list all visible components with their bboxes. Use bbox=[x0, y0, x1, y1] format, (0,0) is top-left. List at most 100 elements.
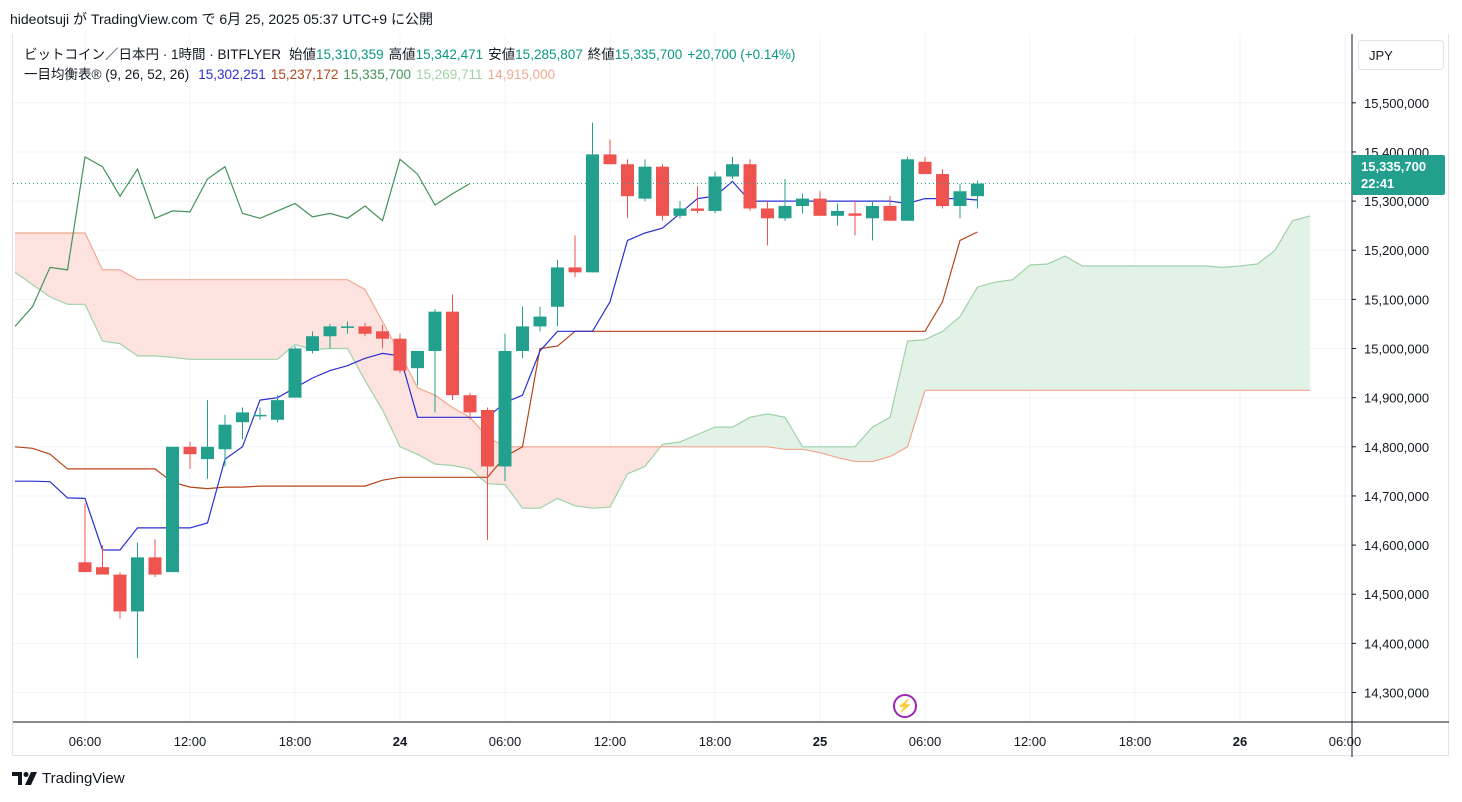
candle-up bbox=[428, 311, 442, 351]
candle-up bbox=[866, 206, 879, 219]
publish-date: 6月 25, 2025 05:37 UTC+9 bbox=[219, 11, 388, 27]
candle-up bbox=[323, 326, 337, 337]
bar-countdown: 22:41 bbox=[1361, 176, 1395, 191]
cloud-bullish bbox=[1117, 265, 1135, 391]
cloud-bullish bbox=[697, 427, 715, 447]
price-tick-label: 15,100,000 bbox=[1364, 292, 1429, 307]
candlesticks bbox=[78, 122, 984, 659]
price-tick-label: 14,700,000 bbox=[1364, 489, 1429, 504]
time-tick-label: 06:00 bbox=[909, 734, 942, 749]
open-value: 15,310,359 bbox=[316, 47, 384, 62]
symbol-name[interactable]: ビットコイン／日本円 · 1時間 · BITFLYER bbox=[24, 47, 282, 62]
indicator-name[interactable]: 一目均衡表® (9, 26, 52, 26) bbox=[24, 67, 190, 82]
candle-up bbox=[288, 348, 302, 398]
high-label: 高値 bbox=[388, 47, 416, 62]
price-tick-label: 15,500,000 bbox=[1364, 96, 1429, 111]
candle-down bbox=[656, 166, 669, 216]
candle-up bbox=[778, 206, 792, 219]
cloud-bullish bbox=[837, 446, 855, 462]
candle-up bbox=[236, 412, 249, 423]
price-tick-label: 14,500,000 bbox=[1364, 587, 1429, 602]
cloud-bearish bbox=[400, 353, 418, 455]
candle-up bbox=[673, 208, 687, 216]
cloud-bullish bbox=[767, 413, 785, 450]
author-name[interactable]: hideotsuji bbox=[10, 11, 70, 27]
candle-down bbox=[743, 164, 757, 209]
cloud-bearish bbox=[417, 387, 435, 464]
cloud-bullish bbox=[1240, 263, 1258, 391]
senkou-span-b-line bbox=[15, 232, 1310, 463]
cloud-bullish bbox=[662, 441, 680, 447]
cloud-bearish bbox=[330, 279, 348, 349]
cloud-bearish bbox=[15, 233, 33, 285]
cloud-bullish bbox=[820, 446, 838, 458]
candle-down bbox=[761, 208, 774, 219]
candle-up bbox=[306, 336, 319, 351]
tenkan-value: 15,302,251 bbox=[198, 67, 266, 82]
site-name[interactable]: TradingView.com bbox=[90, 11, 198, 27]
last-price-value: 15,335,700 bbox=[1361, 159, 1427, 174]
candle-up bbox=[271, 400, 284, 420]
cloud-bullish bbox=[1012, 264, 1030, 391]
cloud-bearish bbox=[627, 446, 645, 474]
cloud-bullish bbox=[872, 417, 890, 462]
cloud-bullish bbox=[715, 427, 733, 447]
cloud-bearish bbox=[435, 395, 453, 466]
candle-down bbox=[78, 562, 92, 573]
cloud-bearish bbox=[207, 279, 225, 360]
candle-down bbox=[621, 164, 634, 197]
low-value: 15,285,807 bbox=[515, 47, 583, 62]
cloud-bullish bbox=[942, 316, 960, 391]
time-tick-label: 18:00 bbox=[279, 734, 312, 749]
price-axis: 15,500,00015,400,00015,300,00015,200,000… bbox=[1351, 34, 1429, 757]
publish-label: に公開 bbox=[390, 11, 433, 27]
cloud-bearish bbox=[557, 446, 575, 506]
candle-up bbox=[708, 176, 722, 211]
candle-up bbox=[586, 154, 599, 273]
time-tick-label: 18:00 bbox=[1119, 734, 1152, 749]
chart-frame bbox=[12, 34, 1449, 756]
currency-selector[interactable]: JPY bbox=[1358, 40, 1444, 70]
high-value: 15,342,471 bbox=[415, 47, 484, 62]
price-tick-label: 14,400,000 bbox=[1364, 636, 1429, 651]
lightning-icon[interactable]: ⚡ bbox=[893, 694, 917, 718]
price-tick-label: 14,300,000 bbox=[1364, 686, 1429, 701]
cloud-bullish bbox=[1170, 265, 1188, 391]
tenkan-sen-line bbox=[15, 180, 978, 551]
tradingview-brand[interactable]: TradingView bbox=[12, 770, 125, 787]
time-tick-label: 12:00 bbox=[1014, 734, 1047, 749]
chikou-value: 15,335,700 bbox=[343, 67, 411, 82]
candle-up bbox=[498, 350, 512, 467]
candle-down bbox=[936, 174, 949, 206]
last-price-badge: 15,335,700 22:41 bbox=[1352, 155, 1445, 195]
symbol-legend-row: ビットコイン／日本円 · 1時間 · BITFLYER 始値15,310,359 高… bbox=[24, 45, 800, 65]
cloud-bearish bbox=[452, 407, 470, 469]
open-label: 始値 bbox=[289, 47, 317, 62]
cloud-bearish bbox=[365, 289, 383, 410]
candle-up bbox=[796, 198, 809, 206]
candle-down bbox=[96, 567, 109, 575]
candle-down bbox=[691, 208, 704, 211]
candle-down bbox=[481, 409, 494, 467]
candle-down bbox=[463, 395, 477, 413]
grid bbox=[13, 34, 1352, 722]
candle-down bbox=[568, 267, 582, 273]
cloud-bearish bbox=[172, 279, 190, 360]
indicator-legend-row: 一目均衡表® (9, 26, 52, 26) 15,302,251 15,237,1… bbox=[24, 65, 800, 85]
cloud-bearish bbox=[540, 446, 558, 509]
candle-up bbox=[831, 210, 844, 216]
low-label: 安値 bbox=[488, 47, 516, 62]
candle-down bbox=[883, 206, 897, 221]
candle-up bbox=[533, 316, 547, 327]
cloud-bullish bbox=[1030, 263, 1048, 391]
time-tick-label: 12:00 bbox=[594, 734, 627, 749]
cloud-bearish bbox=[32, 233, 50, 297]
senkou-b-value: 14,915,000 bbox=[487, 67, 556, 82]
candle-down bbox=[393, 338, 407, 371]
cloud-bearish bbox=[137, 279, 155, 356]
cloud-bullish bbox=[907, 339, 925, 447]
candle-up bbox=[953, 191, 967, 206]
candle-up bbox=[971, 183, 984, 197]
candle-up bbox=[638, 166, 652, 199]
